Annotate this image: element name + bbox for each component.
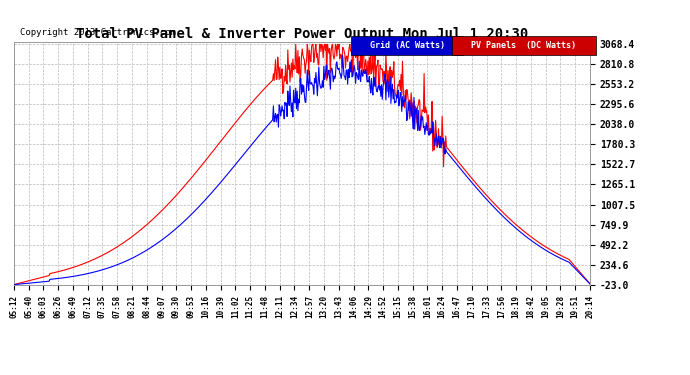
FancyBboxPatch shape: [452, 36, 595, 56]
FancyBboxPatch shape: [351, 36, 463, 56]
Title: Total PV Panel & Inverter Power Output Mon Jul 1 20:30: Total PV Panel & Inverter Power Output M…: [76, 27, 528, 41]
Text: Copyright 2013 Cartronics.com: Copyright 2013 Cartronics.com: [19, 28, 175, 37]
Text: Grid (AC Watts): Grid (AC Watts): [370, 41, 444, 50]
Text: PV Panels  (DC Watts): PV Panels (DC Watts): [471, 41, 576, 50]
